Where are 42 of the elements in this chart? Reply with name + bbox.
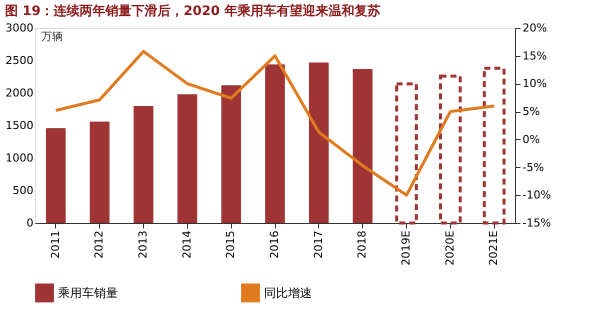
y-tick-label: 2000 [6,86,34,100]
bar [46,128,66,223]
x-tick-label: 2012 [92,230,106,258]
y2-tick-label: 5% [522,105,540,118]
bar [177,94,198,223]
y-tick-label: 1500 [6,119,34,132]
y-tick-label: 3000 [6,22,34,34]
y2-tick-label: 10% [522,77,547,90]
y2-tick-label: -5% [522,160,544,174]
bar [90,122,110,223]
line-series [54,50,496,197]
x-tick-label: 2019E [400,230,413,266]
y2-tick-label: 0% [522,132,540,146]
bar [308,62,329,223]
x-tick-label: 2013 [136,230,150,258]
x-tick-label: 2020E [443,230,456,266]
y-tick-label: 0 [26,216,34,230]
bar [221,85,242,223]
x-tick-label: 2014 [180,230,194,258]
legend-label: 同比增速 [264,286,312,300]
bar [395,82,418,224]
bar [265,64,285,223]
x-tick-label: 2017 [312,230,325,258]
x-tick-label: 2011 [48,230,62,258]
bar [482,66,506,224]
y-tick-label: 2500 [6,54,34,67]
y2-tick-label: 20% [522,22,547,34]
y-tick-label: 1000 [6,152,34,164]
legend-label: 乘用车销量 [58,286,118,300]
y2-tick-label: -15% [522,216,551,230]
y-tick-label: 500 [12,184,34,197]
x-tick-label: 2018 [356,230,369,258]
x-tick-label: 2015 [224,230,238,258]
x-tick-label: 2016 [268,230,281,258]
bar [134,106,154,223]
y-axis-title: 万辆 [41,30,63,43]
chart-title: 图 19：连续两年销量下滑后，2020 年乘用车有望迎来温和复苏 [5,3,380,19]
bar [438,74,462,224]
x-tick-label: 2021E [487,230,500,266]
bar [352,68,373,223]
y2-tick-label: -10% [522,188,551,202]
y2-tick-label: 15% [522,49,547,62]
